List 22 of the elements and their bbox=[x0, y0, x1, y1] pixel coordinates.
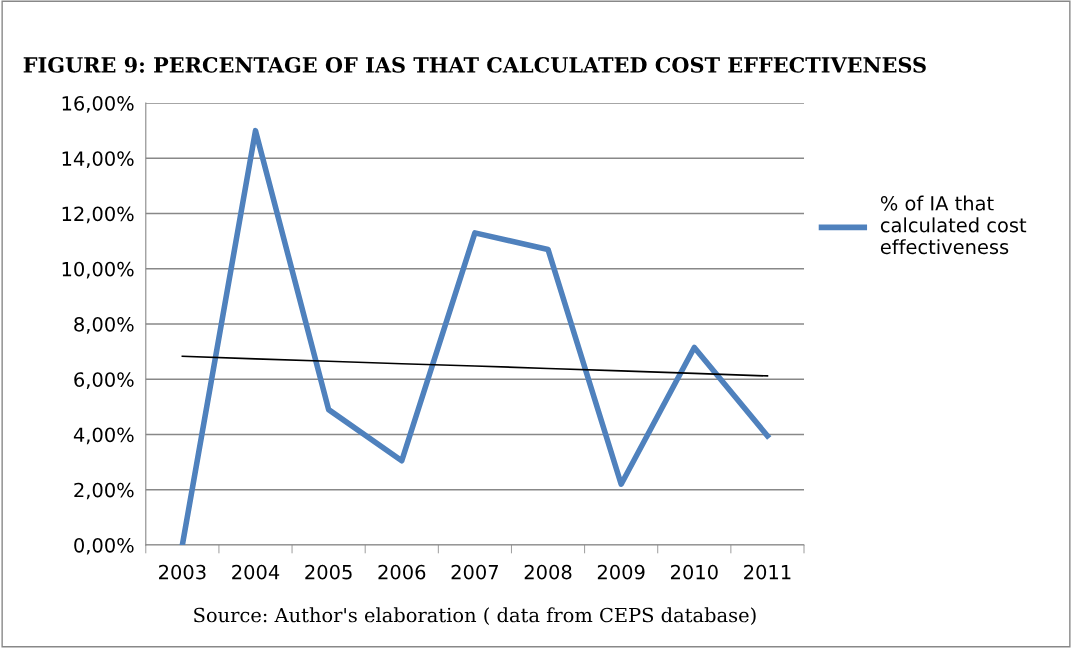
y-tick-label: 4,00% bbox=[73, 427, 134, 445]
y-tick-label: 14,00% bbox=[62, 151, 134, 168]
y-tick-label: 0,00% bbox=[74, 537, 134, 555]
legend-label: % of IA that calculated cost effectiveness bbox=[880, 195, 1027, 255]
x-tick-label: 2010 bbox=[670, 564, 718, 580]
source-note: Source: Author's elaboration ( data from CEPS database) bbox=[194, 607, 756, 626]
chart-title: FIGURE 9: PERCENTAGE OF IAS THAT CALCULATED COST EFFECTIVENESS bbox=[23, 57, 926, 73]
x-tick-label: 2011 bbox=[744, 564, 791, 580]
y-tick-label: 8,00% bbox=[74, 316, 134, 334]
x-tick-label: 2008 bbox=[524, 564, 572, 580]
x-tick-label: 2007 bbox=[451, 564, 498, 580]
y-tick-label: 6,00% bbox=[74, 372, 134, 389]
x-tick-label: 2009 bbox=[597, 564, 645, 580]
y-tick-label: 2,00% bbox=[74, 482, 134, 500]
x-tick-label: 2004 bbox=[232, 564, 280, 580]
x-tick-label: 2003 bbox=[159, 564, 206, 580]
line-series bbox=[181, 355, 769, 377]
y-tick-label: 16,00% bbox=[62, 95, 134, 113]
x-tick-label: 2005 bbox=[305, 564, 352, 580]
y-tick-label: 12,00% bbox=[62, 206, 134, 224]
x-tick-label: 2006 bbox=[378, 564, 426, 580]
y-tick-label: 10,00% bbox=[62, 261, 134, 279]
